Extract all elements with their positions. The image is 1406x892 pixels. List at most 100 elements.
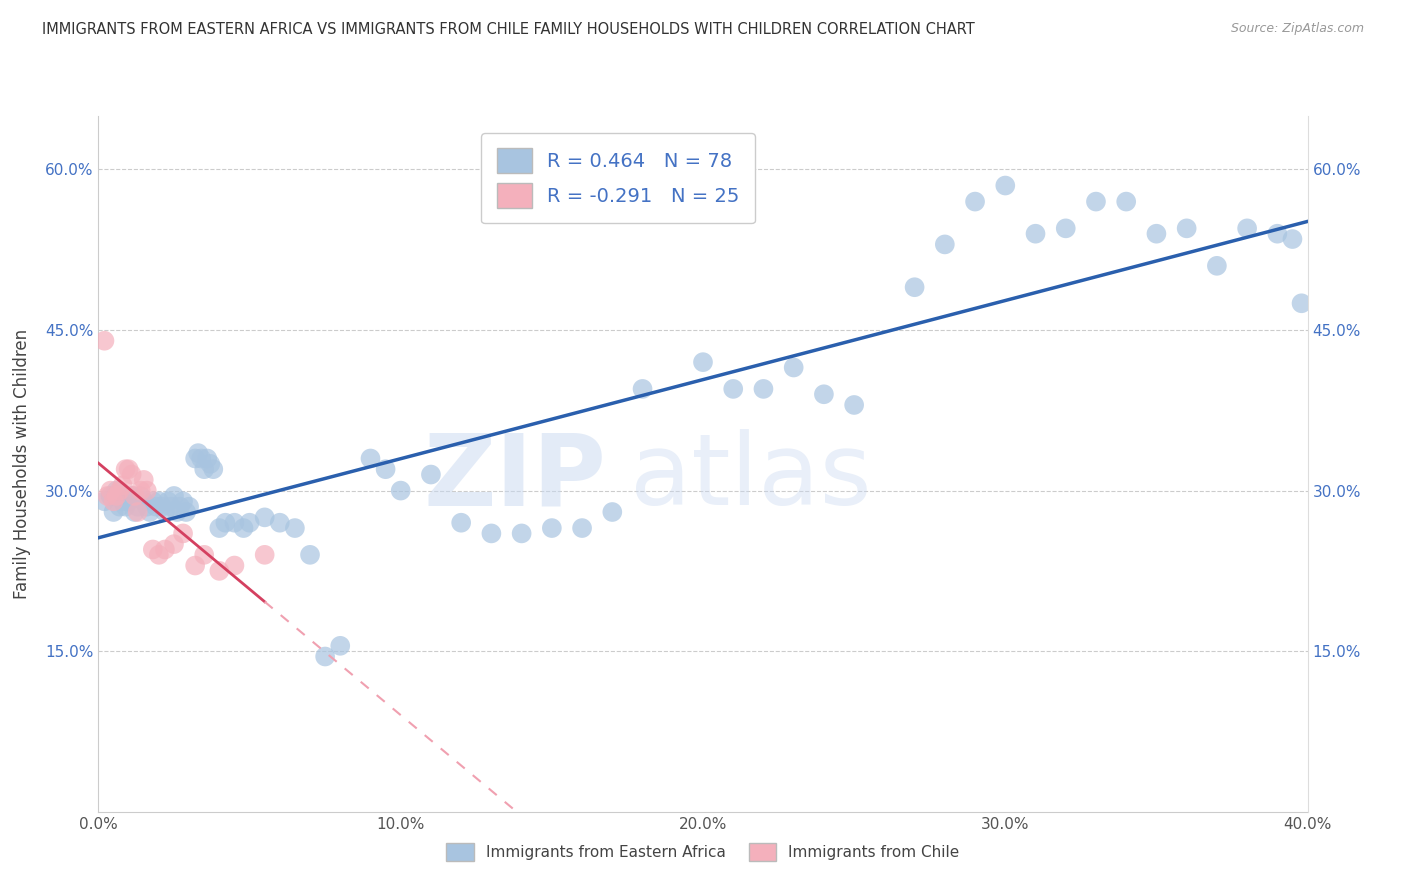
- Text: ZIP: ZIP: [423, 429, 606, 526]
- Point: [510, 526, 533, 541]
- Point: [571, 521, 593, 535]
- Text: Source: ZipAtlas.com: Source: ZipAtlas.com: [1230, 22, 1364, 36]
- Point: [1175, 221, 1198, 235]
- Point: [156, 494, 179, 508]
- Point: [208, 521, 231, 535]
- Point: [1054, 221, 1077, 235]
- Point: [127, 505, 149, 519]
- Point: [179, 500, 201, 514]
- Point: [174, 505, 197, 519]
- Point: [166, 505, 188, 519]
- Point: [184, 451, 207, 466]
- Point: [202, 462, 225, 476]
- Point: [253, 548, 276, 562]
- Point: [93, 494, 115, 508]
- Point: [148, 548, 170, 562]
- Point: [329, 639, 352, 653]
- Point: [163, 537, 186, 551]
- Point: [934, 237, 956, 252]
- Point: [103, 505, 125, 519]
- Point: [224, 558, 246, 573]
- Point: [160, 500, 183, 514]
- Point: [121, 489, 143, 503]
- Point: [142, 542, 165, 557]
- Point: [1267, 227, 1289, 241]
- Point: [184, 558, 207, 573]
- Point: [232, 521, 254, 535]
- Point: [114, 500, 136, 514]
- Point: [692, 355, 714, 369]
- Point: [153, 505, 176, 519]
- Point: [239, 516, 262, 530]
- Point: [114, 462, 136, 476]
- Point: [314, 649, 336, 664]
- Point: [965, 194, 987, 209]
- Point: [450, 516, 472, 530]
- Point: [127, 500, 149, 514]
- Point: [1206, 259, 1229, 273]
- Point: [1291, 296, 1313, 310]
- Y-axis label: Family Households with Children: Family Households with Children: [13, 329, 31, 599]
- Point: [135, 483, 157, 498]
- Point: [121, 467, 143, 482]
- Text: atlas: atlas: [630, 429, 872, 526]
- Point: [904, 280, 927, 294]
- Point: [93, 334, 115, 348]
- Point: [284, 521, 307, 535]
- Point: [1115, 194, 1137, 209]
- Point: [195, 451, 218, 466]
- Point: [105, 489, 128, 503]
- Point: [111, 478, 134, 492]
- Point: [190, 451, 212, 466]
- Point: [187, 446, 209, 460]
- Point: [723, 382, 745, 396]
- Point: [1024, 227, 1046, 241]
- Point: [994, 178, 1017, 193]
- Point: [118, 462, 141, 476]
- Point: [389, 483, 412, 498]
- Point: [100, 483, 122, 498]
- Point: [118, 494, 141, 508]
- Point: [783, 360, 806, 375]
- Point: [132, 494, 155, 508]
- Point: [142, 494, 165, 508]
- Point: [208, 564, 231, 578]
- Point: [135, 500, 157, 514]
- Point: [253, 510, 276, 524]
- Point: [813, 387, 835, 401]
- Point: [1236, 221, 1258, 235]
- Point: [193, 548, 215, 562]
- Text: IMMIGRANTS FROM EASTERN AFRICA VS IMMIGRANTS FROM CHILE FAMILY HOUSEHOLDS WITH C: IMMIGRANTS FROM EASTERN AFRICA VS IMMIGR…: [42, 22, 974, 37]
- Point: [374, 462, 396, 476]
- Point: [420, 467, 443, 482]
- Point: [124, 505, 146, 519]
- Point: [844, 398, 866, 412]
- Point: [1144, 227, 1167, 241]
- Point: [132, 473, 155, 487]
- Point: [602, 505, 624, 519]
- Point: [172, 494, 194, 508]
- Point: [481, 526, 503, 541]
- Point: [148, 494, 170, 508]
- Point: [172, 526, 194, 541]
- Point: [1281, 232, 1303, 246]
- Point: [169, 500, 191, 514]
- Point: [96, 489, 118, 503]
- Point: [145, 500, 167, 514]
- Point: [105, 483, 128, 498]
- Point: [100, 489, 122, 503]
- Point: [129, 483, 152, 498]
- Point: [214, 516, 236, 530]
- Point: [163, 489, 186, 503]
- Point: [752, 382, 775, 396]
- Point: [139, 505, 162, 519]
- Point: [224, 516, 246, 530]
- Point: [360, 451, 382, 466]
- Point: [111, 494, 134, 508]
- Point: [540, 521, 562, 535]
- Point: [153, 542, 176, 557]
- Point: [150, 500, 173, 514]
- Point: [193, 462, 215, 476]
- Legend: Immigrants from Eastern Africa, Immigrants from Chile: Immigrants from Eastern Africa, Immigran…: [440, 837, 966, 867]
- Point: [108, 500, 131, 514]
